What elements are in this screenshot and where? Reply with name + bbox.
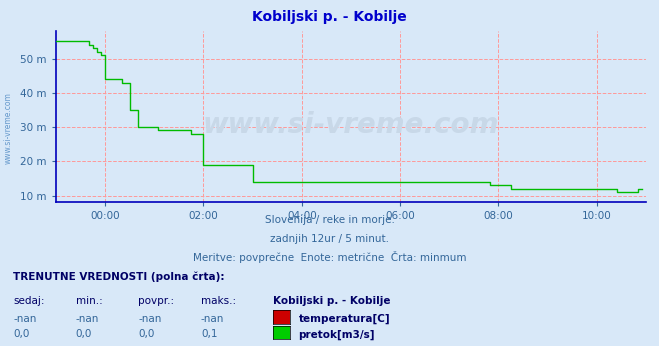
Text: min.:: min.: xyxy=(76,297,103,307)
Text: TRENUTNE VREDNOSTI (polna črta):: TRENUTNE VREDNOSTI (polna črta): xyxy=(13,272,225,282)
Text: Kobiljski p. - Kobilje: Kobiljski p. - Kobilje xyxy=(252,10,407,24)
Text: -nan: -nan xyxy=(201,314,224,324)
Text: 0,0: 0,0 xyxy=(76,329,92,339)
Text: Slovenija / reke in morje.: Slovenija / reke in morje. xyxy=(264,215,395,225)
Text: pretok[m3/s]: pretok[m3/s] xyxy=(299,329,375,340)
Text: 0,1: 0,1 xyxy=(201,329,217,339)
Text: -nan: -nan xyxy=(13,314,36,324)
Text: 0,0: 0,0 xyxy=(138,329,155,339)
Text: www.si-vreme.com: www.si-vreme.com xyxy=(4,92,13,164)
Text: Meritve: povprečne  Enote: metrične  Črta: minmum: Meritve: povprečne Enote: metrične Črta:… xyxy=(192,251,467,263)
Text: maks.:: maks.: xyxy=(201,297,236,307)
Text: 0,0: 0,0 xyxy=(13,329,30,339)
Text: temperatura[C]: temperatura[C] xyxy=(299,314,390,324)
Text: -nan: -nan xyxy=(138,314,161,324)
Text: zadnjih 12ur / 5 minut.: zadnjih 12ur / 5 minut. xyxy=(270,234,389,244)
Text: -nan: -nan xyxy=(76,314,99,324)
Text: www.si-vreme.com: www.si-vreme.com xyxy=(203,111,499,139)
Text: povpr.:: povpr.: xyxy=(138,297,175,307)
Text: Kobiljski p. - Kobilje: Kobiljski p. - Kobilje xyxy=(273,297,391,307)
Text: sedaj:: sedaj: xyxy=(13,297,45,307)
